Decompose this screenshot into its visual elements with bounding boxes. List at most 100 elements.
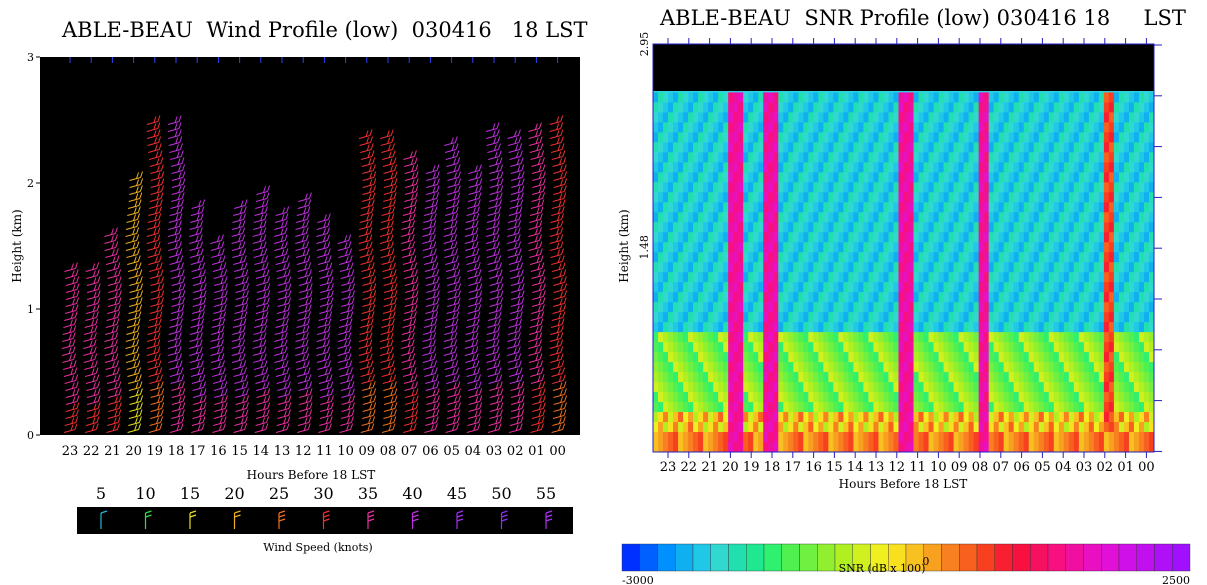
- wind-x-tick-label: 12: [295, 444, 312, 459]
- wind-x-tick-label: 18: [168, 444, 185, 459]
- snr-colorbar-swatch: [817, 543, 836, 572]
- wind-barb-column: [507, 129, 525, 433]
- snr-y-tick-label: 2.95: [638, 32, 651, 57]
- snr-colorbar-swatch: [799, 543, 818, 572]
- wind-barb-column: [146, 115, 165, 433]
- wind-x-tick-label: 04: [465, 444, 482, 459]
- wind-legend-value: 35: [358, 484, 378, 503]
- snr-axis-ticks: [667, 38, 1162, 458]
- wind-barb-column: [358, 129, 377, 433]
- snr-colorbar-swatch: [959, 543, 978, 572]
- wind-x-tick-label: 06: [422, 444, 439, 459]
- wind-barb-column: [83, 262, 101, 433]
- snr-profile-title: ABLE-BEAU SNR Profile (low) 030416 18 LS…: [660, 6, 1186, 30]
- snr-x-tick-label: 02: [1097, 460, 1114, 475]
- wind-y-tick-label: 1: [27, 303, 34, 316]
- wind-y-tick-label: 2: [27, 177, 34, 190]
- wind-x-tick-label: 01: [528, 444, 545, 459]
- snr-colorbar-swatch: [994, 543, 1013, 572]
- wind-legend-value: 55: [536, 484, 556, 503]
- snr-x-tick-label: 05: [1034, 460, 1051, 475]
- wind-x-ticks: 23 22 21 20 19 18 17 16 15 14 13 12 11 10 09 08 07 06 05 04…: [62, 57, 566, 459]
- snr-x-tick-label: 18: [764, 460, 781, 475]
- snr-colorbar-swatch: [763, 543, 782, 572]
- wind-y-ticks: 0 1 2 3: [27, 51, 40, 442]
- wind-barb-column: [485, 122, 504, 433]
- wind-barb-column: [422, 164, 440, 433]
- snr-x-tick-label: 11: [909, 460, 926, 475]
- wind-barb-column: [443, 136, 462, 433]
- wind-barb-column: [337, 234, 356, 433]
- snr-colorbar-swatch: [710, 543, 729, 572]
- wind-x-tick-label: 17: [189, 444, 206, 459]
- snr-colorbar-swatch: [746, 543, 765, 572]
- wind-x-tick-label: 16: [210, 444, 227, 459]
- snr-x-tick-label: 09: [951, 460, 968, 475]
- wind-barb-column: [295, 192, 313, 433]
- wind-barb-column: [104, 227, 122, 433]
- snr-colorbar-swatch: [675, 543, 694, 572]
- snr-no-data-region: [653, 44, 1154, 91]
- snr-colorbar-swatch: [639, 543, 658, 572]
- snr-colorbar-swatch: [621, 543, 640, 572]
- wind-x-tick-label: 05: [443, 444, 460, 459]
- wind-barb-column: [167, 115, 186, 433]
- wind-legend-value: 50: [491, 484, 511, 503]
- wind-legend-value: 25: [269, 484, 289, 503]
- wind-x-tick-label: 02: [507, 444, 524, 459]
- wind-barb-column: [401, 150, 419, 433]
- wind-barb-column: [61, 262, 80, 433]
- snr-colorbar-swatch: [692, 543, 711, 572]
- snr-x-tick-label: 04: [1055, 460, 1072, 475]
- wind-x-tick-label: 23: [62, 444, 79, 459]
- wind-barb-column: [316, 213, 334, 433]
- wind-barb-column: [464, 164, 483, 433]
- wind-x-tick-label: 14: [253, 444, 270, 459]
- wind-x-tick-label: 21: [104, 444, 121, 459]
- snr-x-tick-label: 06: [1013, 460, 1030, 475]
- wind-barbs: [61, 115, 568, 433]
- snr-colorbar-label: SNR (dB x 100): [839, 562, 926, 575]
- wind-barb-column: [528, 122, 546, 433]
- snr-x-tick-label: 17: [785, 460, 802, 475]
- snr-colorbar-swatch: [1065, 543, 1084, 572]
- snr-x-tick-label: 20: [722, 460, 739, 475]
- snr-profile-chart: 23 22 21 20 19 18 17 16 15 14 13 12 11 10 09 08 07 06 05 04…: [617, 32, 1191, 585]
- snr-x-tick-label: 14: [847, 460, 864, 475]
- wind-x-tick-label: 22: [83, 444, 100, 459]
- wind-x-axis-label: Hours Before 18 LST: [247, 468, 376, 482]
- wind-barb-column: [125, 171, 144, 433]
- wind-legend-value: 10: [135, 484, 155, 503]
- snr-x-tick-label: 16: [805, 460, 822, 475]
- snr-colorbar-swatch: [1101, 543, 1120, 572]
- wind-profile-title: ABLE-BEAU Wind Profile (low) 030416 18 L…: [62, 18, 588, 42]
- snr-colorbar-swatch: [657, 543, 676, 572]
- wind-legend-value: 40: [402, 484, 422, 503]
- snr-x-tick-label: 22: [681, 460, 698, 475]
- snr-y-ticks: 1.48 2.95: [638, 32, 651, 260]
- snr-x-tick-label: 19: [743, 460, 760, 475]
- wind-legend-value: 20: [224, 484, 244, 503]
- snr-colorbar-swatch: [1030, 543, 1049, 572]
- wind-barb-column: [252, 185, 271, 433]
- wind-barb-column: [210, 234, 228, 433]
- wind-barb-column: [273, 206, 292, 433]
- wind-barb-column: [231, 199, 250, 433]
- snr-x-tick-label: 07: [993, 460, 1010, 475]
- wind-barb-column: [379, 129, 398, 433]
- wind-plot-area: [40, 57, 580, 435]
- snr-x-axis-label: Hours Before 18 LST: [839, 477, 968, 491]
- wind-x-tick-label: 03: [486, 444, 503, 459]
- snr-x-tick-label: 12: [889, 460, 906, 475]
- snr-colorbar: -3000 0 2500: [621, 543, 1191, 585]
- snr-x-tick-label: 21: [701, 460, 718, 475]
- snr-x-tick-label: 15: [826, 460, 843, 475]
- snr-heatmap-cells: [653, 92, 1155, 453]
- wind-x-tick-label: 15: [231, 444, 248, 459]
- snr-colorbar-swatch: [1154, 543, 1173, 572]
- snr-colorbar-swatch: [1136, 543, 1155, 572]
- wind-y-axis-label: Height (km): [10, 209, 24, 282]
- wind-legend-title: Wind Speed (knots): [263, 541, 372, 554]
- snr-x-ticks: 23 22 21 20 19 18 17 16 15 14 13 12 11 10 09 08 07 06 05 04…: [660, 460, 1155, 475]
- wind-barb-column: [189, 199, 207, 433]
